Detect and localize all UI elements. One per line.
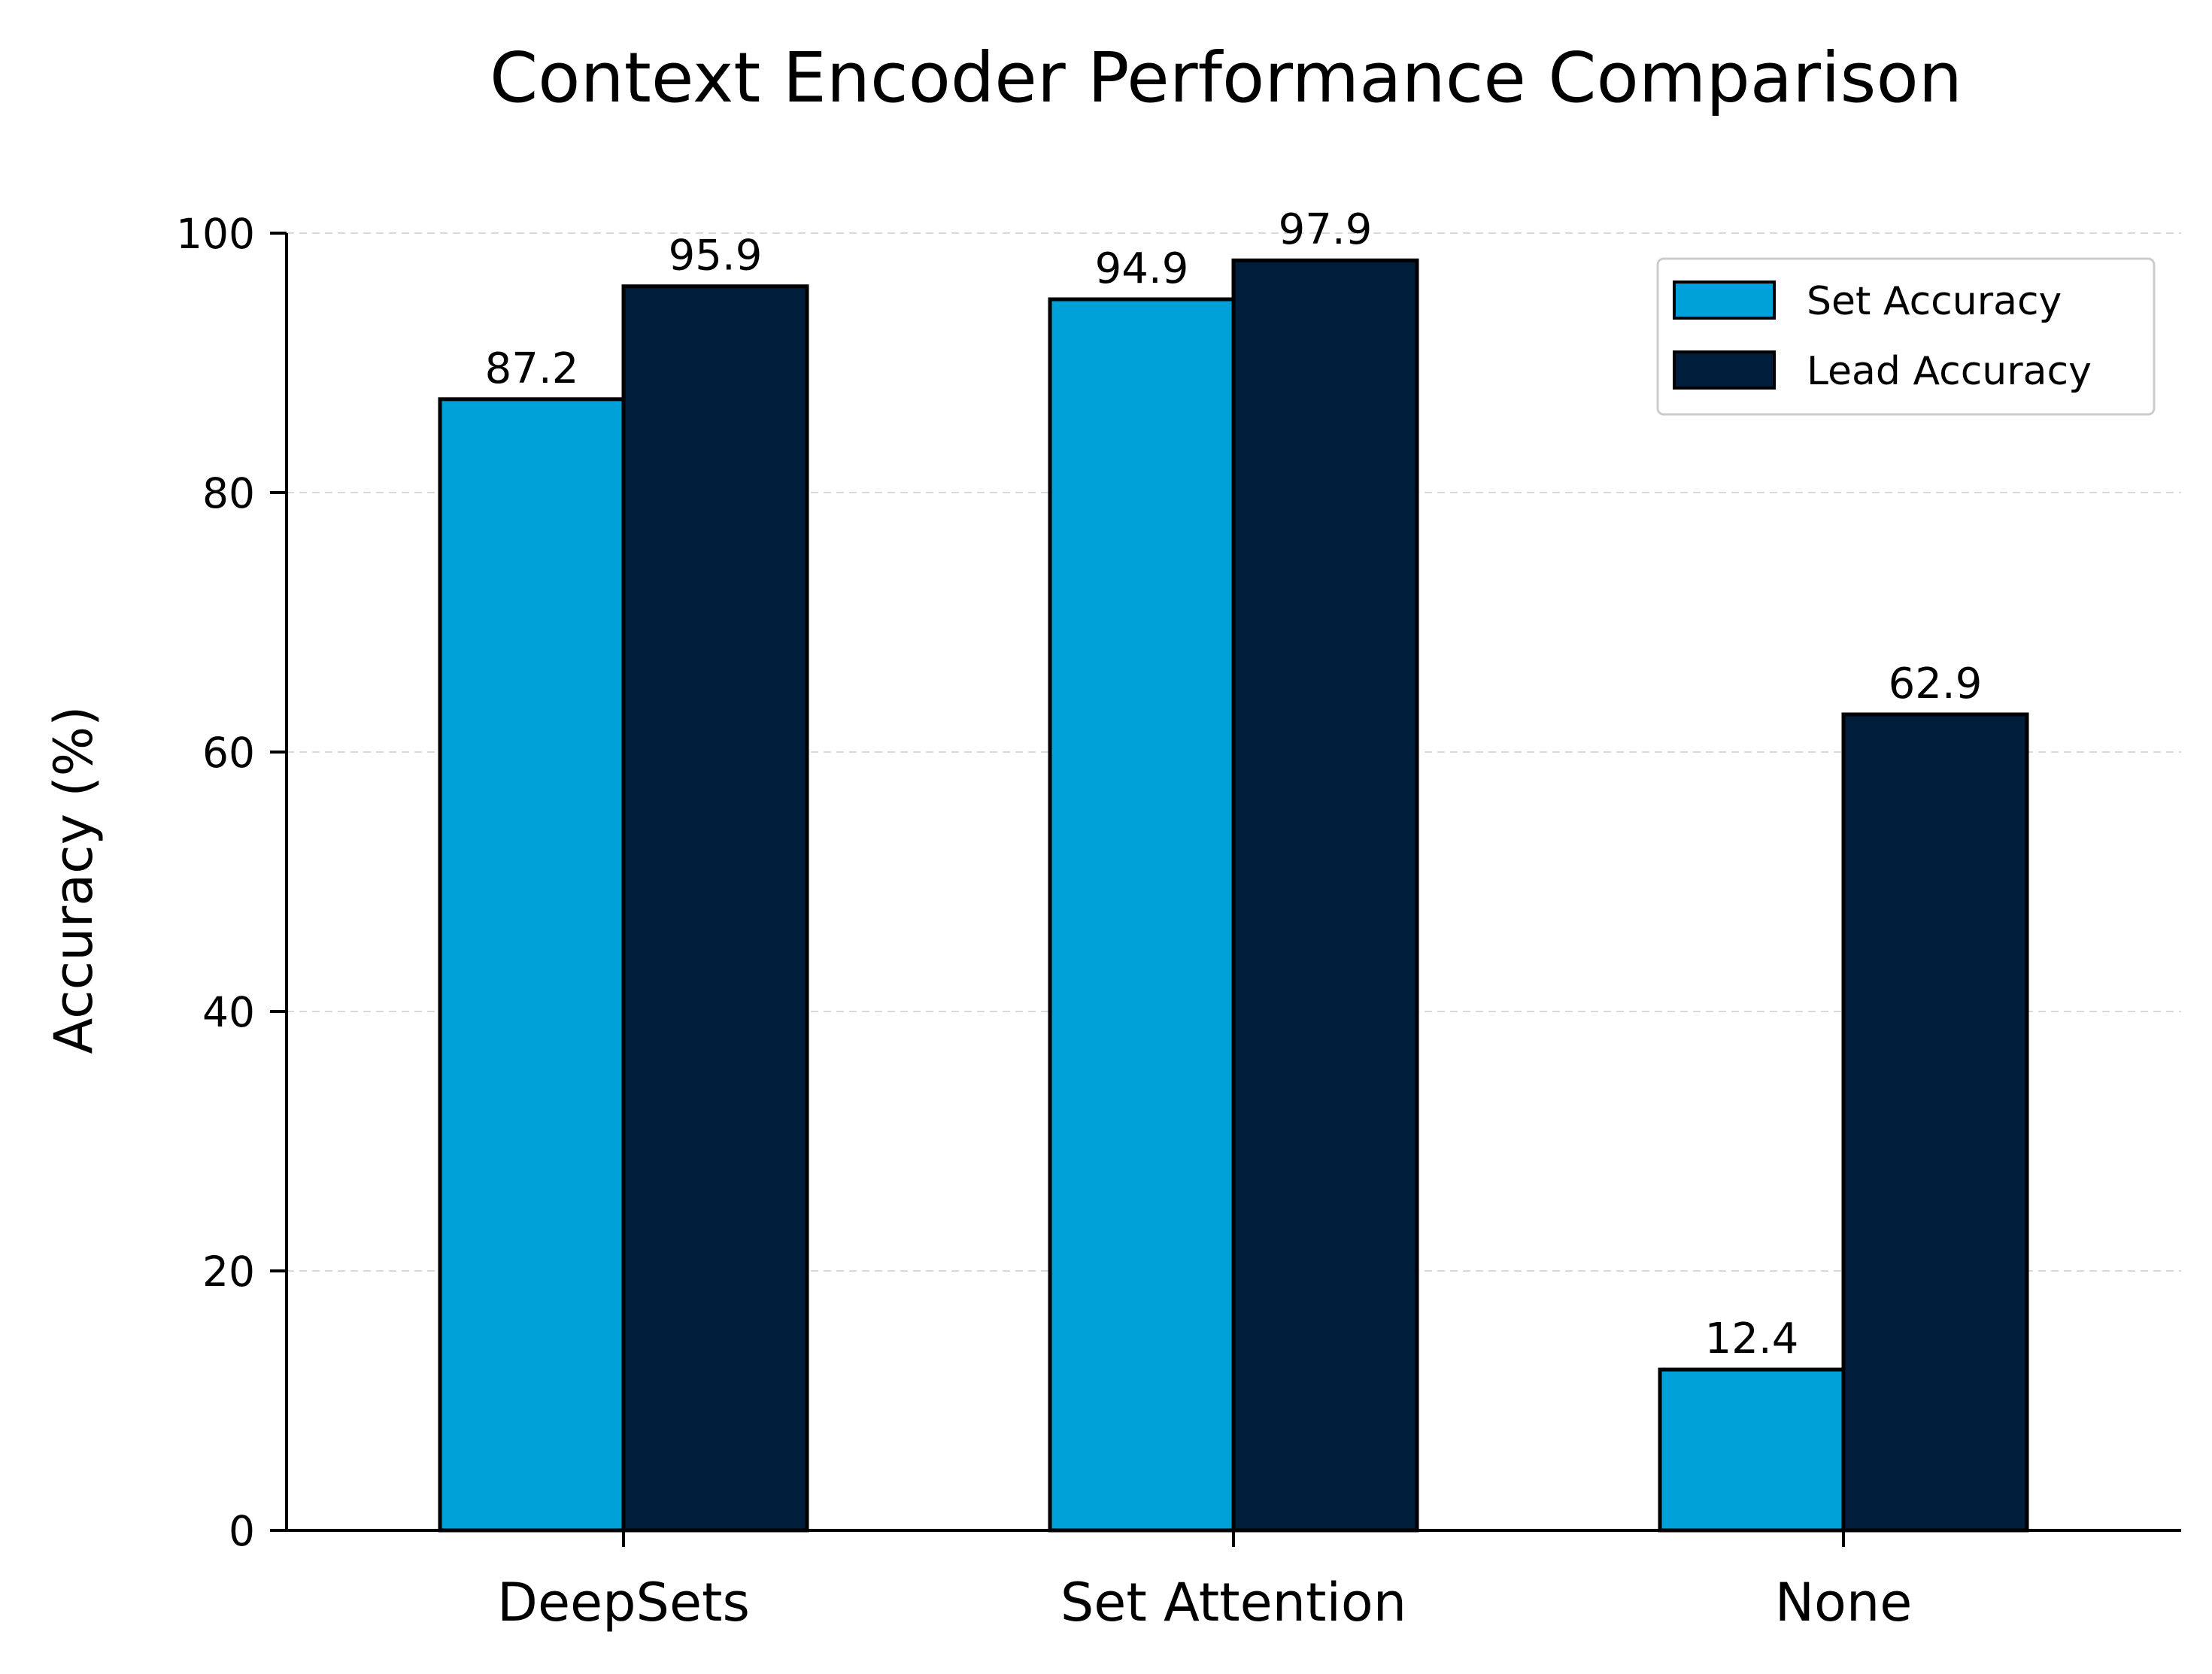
y-tick-label: 80: [202, 469, 255, 517]
bar-lead-accuracy: [621, 284, 809, 1533]
bar-value-label: 12.4: [1705, 1315, 1799, 1363]
legend-label: Lead Accuracy: [1807, 349, 2092, 394]
legend-swatch: [1673, 350, 1776, 390]
bar-set-accuracy: [438, 397, 626, 1533]
y-tick-label: 20: [202, 1248, 255, 1296]
chart-title: Context Encoder Performance Comparison: [490, 38, 1962, 118]
y-tick-label: 40: [202, 988, 255, 1036]
legend-frame: [1656, 257, 2156, 416]
bar-value-label: 95.9: [669, 232, 763, 281]
y-axis-label: Accuracy (%): [43, 706, 105, 1054]
legend-label: Set Accuracy: [1807, 279, 2062, 324]
bar-set-accuracy: [1658, 1367, 1846, 1533]
legend: Set Accuracy Lead Accuracy: [1656, 257, 2156, 416]
bar-set-accuracy: [1048, 297, 1236, 1533]
bar-value-label: 94.9: [1095, 244, 1189, 293]
bar-value-label: 62.9: [1889, 660, 1983, 708]
y-tick-label: 0: [229, 1507, 255, 1555]
bar-lead-accuracy: [1841, 712, 2029, 1533]
x-tick-label: DeepSets: [497, 1572, 750, 1633]
bar-value-label: 97.9: [1279, 205, 1373, 254]
legend-swatch: [1673, 281, 1776, 320]
bar-value-label: 87.2: [485, 344, 579, 393]
y-tick-label: 100: [176, 210, 255, 258]
y-tick-label: 60: [202, 729, 255, 777]
bar-lead-accuracy: [1231, 258, 1419, 1533]
x-tick-label: None: [1775, 1572, 1913, 1633]
bars: [438, 258, 2029, 1533]
bar-value-labels: 87.2 95.9 94.9 97.9 12.4 62.9: [485, 205, 1983, 1363]
x-tick-label: Set Attention: [1060, 1572, 1406, 1633]
axes: 0 20 40 60 80 100 DeepSets Set Attention None: [176, 210, 2181, 1633]
